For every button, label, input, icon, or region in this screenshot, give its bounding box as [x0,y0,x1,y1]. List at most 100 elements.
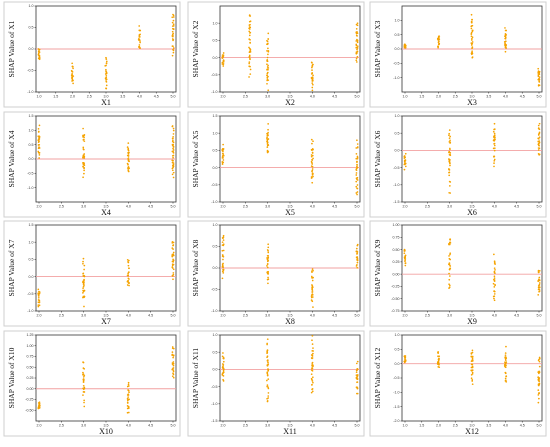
data-point [356,375,358,378]
data-point [310,391,313,394]
data-point [504,27,506,29]
data-point [311,159,314,161]
data-point [449,141,452,144]
data-point [38,143,40,146]
data-point [310,373,313,376]
data-point [312,173,314,175]
data-point [493,143,495,145]
data-point [127,260,129,263]
x-tick-label: 4.5 [332,314,337,318]
data-point [448,150,451,153]
data-point [538,141,541,144]
data-point [449,238,451,241]
data-point [172,48,174,51]
data-point [248,30,251,33]
data-point [82,394,84,396]
data-point [493,260,496,263]
data-point [82,373,85,376]
data-point [105,78,108,81]
data-point [172,156,174,159]
data-point [493,295,496,298]
data-point [537,75,540,78]
data-point [538,276,541,279]
data-point [311,277,314,279]
data-point [105,60,108,63]
data-point [83,164,86,167]
data-point [471,18,473,21]
x-tick-label: 4.0 [492,205,497,209]
data-point [312,74,314,77]
chart-panel-6: 2.0 2.5 3.0 3.5 4.0 4.5 5.0 -1.5 -1.0 -0.5 0.0 0.5 1… [369,111,547,218]
data-point [171,260,174,263]
data-point [171,167,174,170]
data-point [356,261,359,264]
data-point [470,21,473,24]
x-tick-label: 4.5 [332,95,337,99]
y-tick-label: -0.50 [391,297,399,301]
data-point [356,381,358,384]
x-tick-label: 5.0 [355,314,360,318]
data-point [172,364,175,367]
data-point [82,371,84,374]
data-point [470,27,473,30]
x-tick-label: 2.0 [403,314,408,318]
data-point [493,270,496,273]
data-point [356,40,359,43]
data-point [266,384,269,386]
x-tick-label: 3.0 [265,314,270,318]
data-point [471,36,474,39]
data-point [356,253,358,255]
data-point [222,360,225,363]
data-point [404,257,407,260]
data-point [471,56,474,59]
data-point [266,338,269,341]
y-tick-label: -1.0 [211,90,217,94]
data-point [37,288,40,291]
data-point [222,258,224,261]
panel-frame [187,330,365,437]
data-point [449,164,451,167]
y-tick-label: -0.5 [27,292,33,296]
data-point [267,38,270,40]
data-point [266,364,269,367]
data-point [71,72,73,75]
data-point [355,377,358,379]
panel-frame [3,220,181,327]
data-point [38,153,41,156]
data-point [83,391,85,393]
data-point [471,370,473,372]
data-point [83,274,85,277]
x-axis-title: X7 [101,317,111,326]
data-point [356,256,359,259]
data-point [537,137,540,140]
x-tick-label: 3.5 [104,314,109,318]
chart-panel-9: 2.0 2.5 3.0 3.5 4.0 4.5 5.0 -0.75 -0.50 -0.25 0.00… [369,220,547,327]
data-point [82,378,85,380]
data-point [355,185,358,188]
data-point [222,378,224,381]
data-point [493,279,496,281]
y-tick-label: -1.0 [393,391,399,395]
data-point [267,276,269,279]
y-tick-label: 0.0 [395,47,400,51]
data-point [172,147,174,150]
data-point [312,269,314,272]
data-point [171,247,174,249]
data-point [311,349,314,352]
data-point [448,185,451,187]
y-tick-label: 1.00 [27,344,34,348]
data-point [492,130,495,133]
data-point [172,268,175,271]
data-point [356,143,359,145]
data-point [266,352,268,355]
data-point [312,306,314,308]
data-point [312,352,314,355]
data-point [356,266,359,269]
data-point [172,263,175,266]
data-point [471,357,474,359]
x-tick-label: 2.0 [221,314,226,318]
x-tick-label: 4.5 [514,205,519,209]
data-point [437,38,440,41]
data-point [504,40,507,43]
data-point [311,268,314,270]
